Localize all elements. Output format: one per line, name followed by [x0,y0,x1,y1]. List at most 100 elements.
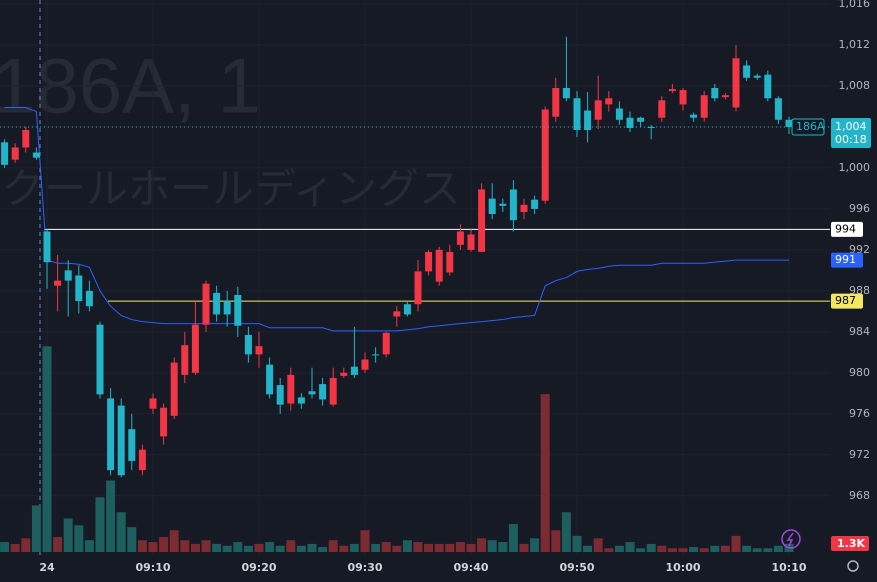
volume-bar [381,542,391,552]
candle-body [319,384,327,400]
candle-body [615,108,623,120]
last-price-label: 1,004 [835,120,867,133]
candle-body [647,126,655,128]
volume-bar [678,548,688,552]
candle-body [43,231,51,263]
volume-bar [445,543,455,552]
candle-body [276,385,284,405]
volume-bar [720,545,730,552]
plot [0,36,830,552]
candle-body [22,130,30,148]
volume-bar [413,542,423,552]
x-tick-label: 09:10 [135,561,170,574]
volume-bar [159,537,169,552]
volume-bar [296,545,306,552]
grid [0,0,830,555]
candle-body [774,98,782,120]
volume-bar [731,535,741,552]
volume-bar [222,545,232,552]
settings-icon[interactable] [847,560,859,572]
volume-bar [275,545,285,552]
symbol-box [791,118,825,136]
candle-body [75,275,83,302]
candle-body [679,90,687,105]
candle-body [372,354,380,356]
candle-body [552,88,560,117]
level-label-box [831,221,863,237]
candle-body [753,75,761,78]
volume-bar [74,525,84,552]
level-label: 994 [835,222,856,235]
candle-body [573,98,581,131]
x-tick-label: 10:00 [665,561,700,574]
axes: 9689729769809849889929961,0001,0041,0081… [39,0,871,574]
volume-bar [625,542,635,552]
y-tick-label: 980 [849,366,870,379]
candle-body [414,271,422,305]
level-label: 987 [835,294,856,307]
candle-body [499,203,507,206]
candle-body [64,270,72,281]
volume-bar [477,538,487,552]
volume-bar [307,543,317,552]
candle-body [785,119,793,127]
volume-bar [95,497,105,552]
volume-bar [498,542,508,552]
x-tick-label: 09:30 [347,561,382,574]
volume-bar [127,527,137,552]
volume-bar [318,547,328,552]
alert-icon[interactable] [781,529,801,549]
candle-body [690,114,698,118]
y-tick-label: 1,000 [839,161,871,174]
volume-bar [540,394,550,552]
volume-bar [402,540,412,552]
candle-body [96,324,104,395]
candle-body [743,65,751,78]
x-tick-label: 10:10 [771,561,806,574]
candle-body [403,304,411,315]
volume-bar [551,530,561,552]
volume-bar [636,548,646,552]
volume-bar [265,542,275,552]
candle-body [170,362,178,416]
candle-body [149,398,157,409]
candle-body [668,89,676,92]
candle-body [85,290,93,307]
volume-bar [371,543,381,552]
volume-bar [646,543,656,552]
volume-bar [0,542,10,552]
y-tick-label: 1,016 [839,0,871,10]
candle-body [107,398,115,471]
candle-body [637,117,645,122]
candle-body [711,88,719,99]
candle-body [361,359,369,370]
volume-bar [286,540,296,552]
candle-body [255,346,263,355]
level-label-box [831,293,863,309]
volume-bar [10,543,20,552]
volume-bar [434,543,444,552]
x-tick-label: 09:50 [559,561,594,574]
candle-body [626,117,634,128]
price-axis [830,0,877,582]
candle-body [509,189,517,221]
candle-body [456,231,464,245]
volume-bar [773,545,783,552]
candle-body [308,391,316,395]
candle-body [382,332,390,355]
candle-body [658,100,666,118]
volume-bar [201,540,211,552]
candle-body [117,405,125,476]
candle-body [467,234,475,250]
volume-bar [455,542,465,552]
volume-bar [699,548,709,552]
volume-bar [742,545,752,552]
volume-bar [572,535,582,552]
y-tick-label: 968 [849,489,870,502]
volume-bar [392,545,402,552]
candle-body [721,95,729,98]
volume-bar [180,540,190,552]
volume-bar [148,542,158,552]
volume-bar [689,547,699,552]
